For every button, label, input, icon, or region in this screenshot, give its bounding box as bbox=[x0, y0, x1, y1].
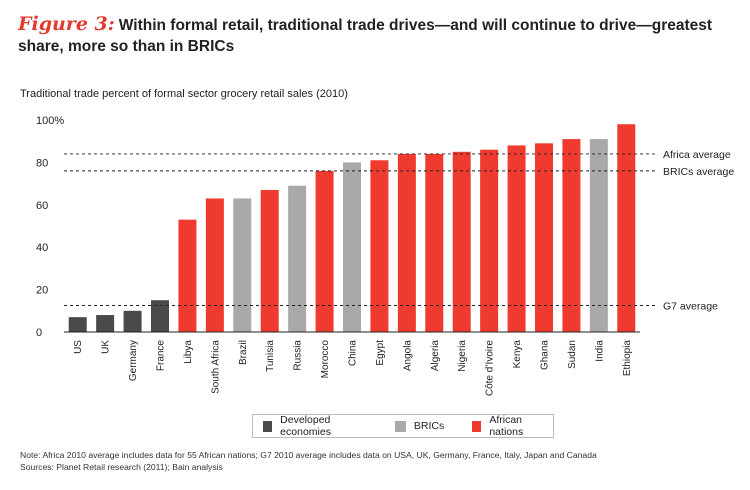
bar bbox=[151, 300, 169, 332]
bar bbox=[617, 124, 636, 333]
legend-label-african: African nations bbox=[489, 414, 524, 438]
x-tick-label: China bbox=[348, 340, 359, 367]
chart-notes: Note: Africa 2010 average includes data … bbox=[20, 450, 597, 473]
y-tick-label: 0 bbox=[36, 327, 42, 339]
bar bbox=[178, 219, 197, 332]
x-tick-label: Ethiopia bbox=[622, 340, 633, 377]
x-tick-label: Russia bbox=[293, 340, 304, 371]
reference-line-label: Africa average bbox=[663, 149, 731, 161]
figure-title-text: Within formal retail, traditional trade … bbox=[18, 17, 713, 55]
bar bbox=[425, 153, 444, 332]
chart-subtitle: Traditional trade percent of formal sect… bbox=[20, 88, 348, 100]
x-tick-label: Kenya bbox=[512, 340, 523, 369]
bar bbox=[96, 315, 115, 332]
bar bbox=[68, 317, 87, 332]
bar bbox=[343, 162, 361, 332]
x-tick-label: UK bbox=[101, 340, 112, 354]
y-tick-label: 100% bbox=[36, 115, 64, 127]
bar bbox=[480, 149, 499, 332]
x-tick-label: India bbox=[594, 340, 605, 362]
x-tick-label: Brazil bbox=[238, 340, 249, 365]
legend-swatch-developed bbox=[263, 420, 273, 432]
bar bbox=[370, 160, 389, 332]
sources-text: Sources: Planet Retail research (2011); … bbox=[20, 461, 223, 472]
x-tick-label: Sudan bbox=[567, 340, 578, 369]
bar bbox=[233, 198, 252, 332]
bar bbox=[205, 198, 224, 332]
bar bbox=[507, 145, 526, 332]
bar bbox=[452, 151, 471, 332]
x-tick-label: Algeria bbox=[430, 340, 441, 372]
figure-label: Figure 3: bbox=[18, 13, 115, 35]
bar-chart: 0 20 40 60 80 100% Africa average BRICs average… bbox=[36, 115, 734, 397]
x-tick-label: France bbox=[156, 340, 167, 372]
x-tick-label: Egypt bbox=[375, 340, 386, 366]
bar bbox=[315, 170, 334, 332]
x-tick-label: Ghana bbox=[540, 340, 551, 370]
legend-swatch-african bbox=[472, 420, 482, 432]
reference-line-label: G7 average bbox=[663, 301, 718, 313]
x-tick-label: Nigeria bbox=[457, 340, 468, 372]
legend-swatch-brics bbox=[394, 420, 406, 432]
bar bbox=[397, 153, 416, 332]
y-tick-label: 80 bbox=[36, 157, 48, 169]
legend-label-brics: BRICs bbox=[413, 420, 445, 432]
legend-item-brics: BRICs bbox=[394, 420, 445, 432]
x-tick-label: Libya bbox=[183, 340, 194, 364]
bar bbox=[123, 310, 142, 332]
x-tick-label: Côte d’Ivoire bbox=[485, 340, 496, 397]
bar bbox=[535, 143, 553, 332]
legend-item-african: African nations bbox=[472, 414, 547, 438]
y-tick-label: 20 bbox=[36, 285, 48, 297]
x-tick-label: Angola bbox=[402, 340, 413, 372]
y-tick-label: 40 bbox=[36, 242, 48, 254]
x-tick-label: Germany bbox=[128, 340, 139, 381]
x-tick-label: South Africa bbox=[210, 340, 221, 394]
x-tick-label: Tunisia bbox=[265, 340, 276, 372]
x-tick-label: US bbox=[73, 340, 84, 354]
y-tick-label: 60 bbox=[36, 200, 48, 212]
x-tick-label: Morocco bbox=[320, 340, 331, 379]
figure-title: Figure 3: Within formal retail, tradition… bbox=[18, 14, 738, 57]
chart-legend: Developed economies BRICs African nation… bbox=[252, 414, 554, 438]
bar bbox=[562, 139, 581, 332]
bar bbox=[288, 185, 307, 332]
legend-item-developed: Developed economies bbox=[263, 414, 367, 438]
reference-line-label: BRICs average bbox=[663, 166, 734, 178]
legend-label-developed: Developed economies bbox=[280, 414, 331, 438]
bar bbox=[260, 189, 279, 332]
bar bbox=[589, 139, 608, 332]
note-text: Note: Africa 2010 average includes data … bbox=[20, 450, 597, 460]
